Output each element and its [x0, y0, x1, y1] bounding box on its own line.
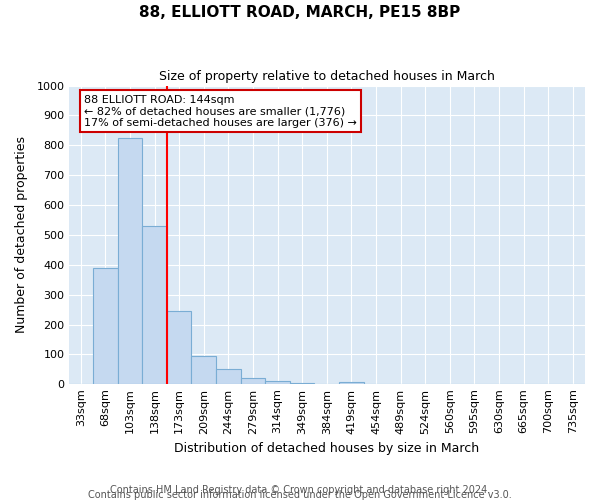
Bar: [93, 268, 118, 384]
Text: 88 ELLIOTT ROAD: 144sqm
← 82% of detached houses are smaller (1,776)
17% of semi: 88 ELLIOTT ROAD: 144sqm ← 82% of detache…: [84, 94, 357, 128]
Text: Contains HM Land Registry data © Crown copyright and database right 2024.: Contains HM Land Registry data © Crown c…: [110, 485, 490, 495]
X-axis label: Distribution of detached houses by size in March: Distribution of detached houses by size …: [174, 442, 479, 455]
Bar: [167, 311, 191, 384]
Bar: [142, 226, 167, 384]
Bar: [118, 138, 142, 384]
Text: Contains public sector information licensed under the Open Government Licence v3: Contains public sector information licen…: [88, 490, 512, 500]
Bar: [216, 368, 241, 384]
Text: 88, ELLIOTT ROAD, MARCH, PE15 8BP: 88, ELLIOTT ROAD, MARCH, PE15 8BP: [139, 5, 461, 20]
Bar: [290, 383, 314, 384]
Bar: [191, 356, 216, 384]
Bar: [339, 382, 364, 384]
Bar: [241, 378, 265, 384]
Y-axis label: Number of detached properties: Number of detached properties: [15, 136, 28, 334]
Bar: [265, 381, 290, 384]
Title: Size of property relative to detached houses in March: Size of property relative to detached ho…: [159, 70, 494, 83]
